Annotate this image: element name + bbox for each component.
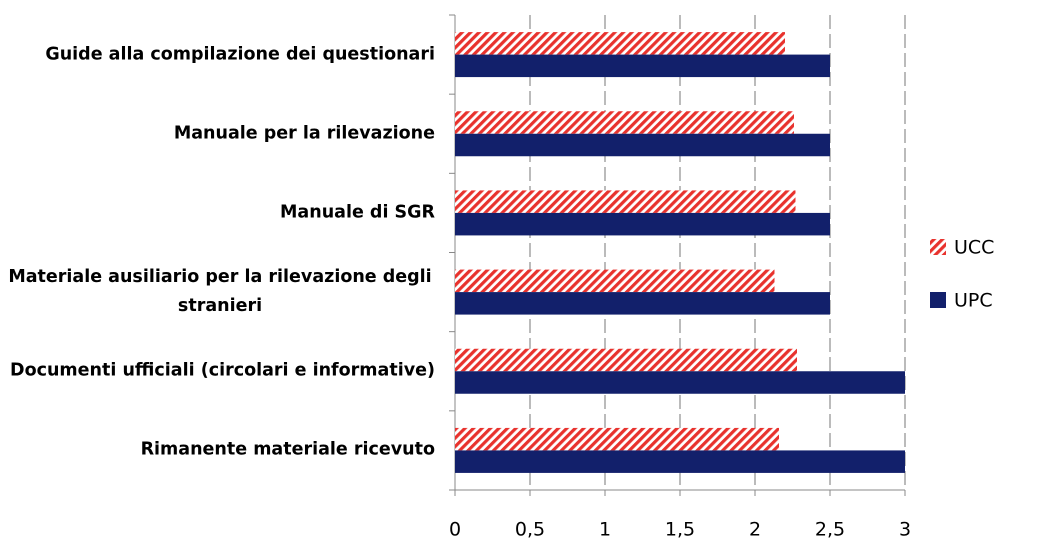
category-text: Rimanente materiale ricevuto xyxy=(140,439,435,460)
x-tick-label: 0 xyxy=(449,519,461,541)
category-text: Documenti ufficiali (circolari e informa… xyxy=(10,360,435,381)
bar xyxy=(455,348,797,372)
category-label: Documenti ufficiali (circolari e informa… xyxy=(5,357,435,386)
x-tick-label: 1,5 xyxy=(665,519,695,541)
bar xyxy=(455,292,830,315)
category-text: Manuale per la rilevazione xyxy=(173,123,435,144)
legend-swatch xyxy=(930,239,946,255)
bar xyxy=(455,111,794,134)
bar xyxy=(455,450,905,473)
category-label: Rimanente materiale ricevuto xyxy=(5,436,435,465)
bar xyxy=(455,371,905,394)
bar xyxy=(455,32,785,55)
category-label: Manuale di SGR xyxy=(5,198,435,227)
category-text: Manuale di SGR xyxy=(280,202,435,223)
category-text: Guide alla compilazione dei questionari xyxy=(45,44,435,65)
bar xyxy=(455,427,779,451)
category-label: Materiale ausiliario per la rilevazione … xyxy=(5,263,435,321)
category-label: Manuale per la rilevazione xyxy=(5,119,435,148)
bar xyxy=(455,190,796,213)
bar xyxy=(455,212,830,236)
legend-label: UCC xyxy=(954,237,994,259)
category-label: Guide alla compilazione dei questionari xyxy=(5,40,435,69)
bar xyxy=(455,269,775,293)
category-text: Materiale ausiliario per la rilevazione … xyxy=(8,267,432,317)
x-tick-label: 3 xyxy=(899,519,911,541)
legend-swatch xyxy=(930,292,946,308)
bar xyxy=(455,54,830,78)
bar xyxy=(455,133,830,157)
x-tick-label: 1 xyxy=(599,519,611,541)
x-tick-label: 2 xyxy=(749,519,761,541)
x-tick-label: 2,5 xyxy=(815,519,845,541)
legend-label: UPC xyxy=(954,290,993,312)
x-tick-label: 0,5 xyxy=(515,519,545,541)
